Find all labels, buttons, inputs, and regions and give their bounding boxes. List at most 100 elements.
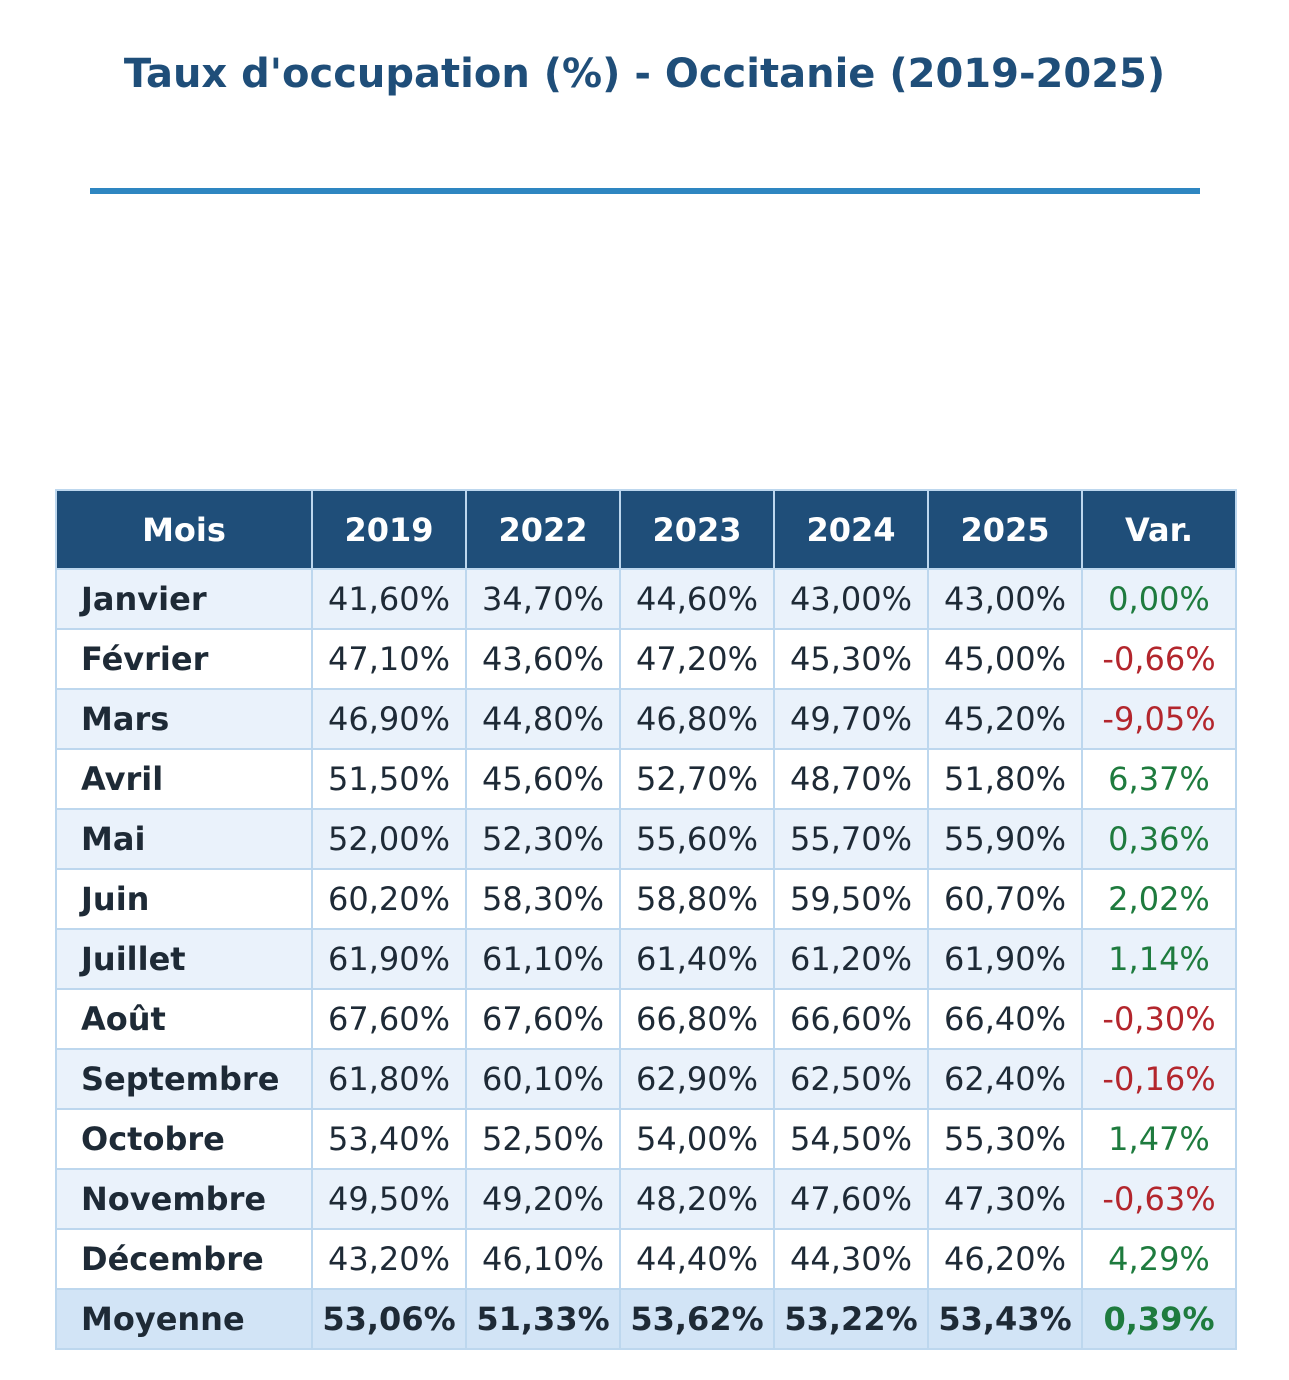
value-cell: 44,80%	[465, 688, 621, 750]
variation-cell: 0,39%	[1081, 1288, 1237, 1350]
occupancy-table: Mois 2019 2022 2023 2024 2025 Var. Janvi…	[55, 489, 1237, 1350]
value-cell: 47,20%	[619, 628, 775, 690]
value-cell: 48,20%	[619, 1168, 775, 1230]
table-row: Octobre 53,40% 52,50% 54,00% 54,50% 55,30% 1,4…	[55, 1108, 1237, 1170]
value-cell: 66,40%	[927, 988, 1083, 1050]
month-cell: Mai	[55, 808, 313, 870]
value-cell: 46,80%	[619, 688, 775, 750]
value-cell: 47,60%	[773, 1168, 929, 1230]
variation-cell: 1,14%	[1081, 928, 1237, 990]
value-cell: 53,40%	[311, 1108, 467, 1170]
value-cell: 66,60%	[773, 988, 929, 1050]
month-cell: Avril	[55, 748, 313, 810]
value-cell: 61,40%	[619, 928, 775, 990]
value-cell: 61,90%	[927, 928, 1083, 990]
variation-cell: 0,00%	[1081, 568, 1237, 630]
value-cell: 60,20%	[311, 868, 467, 930]
value-cell: 62,90%	[619, 1048, 775, 1110]
month-cell: Décembre	[55, 1228, 313, 1290]
value-cell: 44,30%	[773, 1228, 929, 1290]
value-cell: 45,20%	[927, 688, 1083, 750]
table-row: Mai 52,00% 52,30% 55,60% 55,70% 55,90% 0,36%	[55, 808, 1237, 870]
table-row: Mars 46,90% 44,80% 46,80% 49,70% 45,20% -9,05%	[55, 688, 1237, 750]
value-cell: 48,70%	[773, 748, 929, 810]
table-row: Avril 51,50% 45,60% 52,70% 48,70% 51,80% 6,37%	[55, 748, 1237, 810]
value-cell: 43,60%	[465, 628, 621, 690]
value-cell: 58,30%	[465, 868, 621, 930]
variation-cell: 0,36%	[1081, 808, 1237, 870]
chart-title: Taux d'occupation (%) - Occitanie (2019-…	[123, 51, 1166, 97]
value-cell: 66,80%	[619, 988, 775, 1050]
value-cell: 62,50%	[773, 1048, 929, 1110]
value-cell: 55,30%	[927, 1108, 1083, 1170]
value-cell: 55,60%	[619, 808, 775, 870]
value-cell: 53,06%	[311, 1288, 467, 1350]
variation-cell: 6,37%	[1081, 748, 1237, 810]
table-row: Septembre 61,80% 60,10% 62,90% 62,50% 62,40% -…	[55, 1048, 1237, 1110]
value-cell: 45,30%	[773, 628, 929, 690]
table-row: Février 47,10% 43,60% 47,20% 45,30% 45,00% -0,…	[55, 628, 1237, 690]
value-cell: 61,20%	[773, 928, 929, 990]
value-cell: 49,20%	[465, 1168, 621, 1230]
value-cell: 46,20%	[927, 1228, 1083, 1290]
value-cell: 60,70%	[927, 868, 1083, 930]
value-cell: 46,10%	[465, 1228, 621, 1290]
column-header: Mois	[55, 489, 313, 570]
value-cell: 53,62%	[619, 1288, 775, 1350]
value-cell: 67,60%	[465, 988, 621, 1050]
value-cell: 47,10%	[311, 628, 467, 690]
value-cell: 60,10%	[465, 1048, 621, 1110]
value-cell: 53,43%	[927, 1288, 1083, 1350]
value-cell: 59,50%	[773, 868, 929, 930]
value-cell: 55,70%	[773, 808, 929, 870]
month-cell: Janvier	[55, 568, 313, 630]
month-cell: Février	[55, 628, 313, 690]
value-cell: 49,50%	[311, 1168, 467, 1230]
value-cell: 62,40%	[927, 1048, 1083, 1110]
month-cell: Août	[55, 988, 313, 1050]
table-row: Juillet 61,90% 61,10% 61,40% 61,20% 61,90% 1,1…	[55, 928, 1237, 990]
value-cell: 52,50%	[465, 1108, 621, 1170]
value-cell: 58,80%	[619, 868, 775, 930]
value-cell: 55,90%	[927, 808, 1083, 870]
month-cell: Mars	[55, 688, 313, 750]
value-cell: 43,00%	[773, 568, 929, 630]
month-cell: Octobre	[55, 1108, 313, 1170]
variation-cell: 2,02%	[1081, 868, 1237, 930]
variation-cell: -0,16%	[1081, 1048, 1237, 1110]
column-header: 2025	[927, 489, 1083, 570]
month-cell: Septembre	[55, 1048, 313, 1110]
value-cell: 52,30%	[465, 808, 621, 870]
variation-cell: 1,47%	[1081, 1108, 1237, 1170]
value-cell: 51,33%	[465, 1288, 621, 1350]
header-row: Mois 2019 2022 2023 2024 2025 Var.	[55, 489, 1237, 570]
value-cell: 49,70%	[773, 688, 929, 750]
variation-cell: -0,66%	[1081, 628, 1237, 690]
value-cell: 34,70%	[465, 568, 621, 630]
value-cell: 54,00%	[619, 1108, 775, 1170]
table-row: Janvier 41,60% 34,70% 44,60% 43,00% 43,00% 0,0…	[55, 568, 1237, 630]
column-header: 2019	[311, 489, 467, 570]
value-cell: 61,80%	[311, 1048, 467, 1110]
value-cell: 67,60%	[311, 988, 467, 1050]
value-cell: 47,30%	[927, 1168, 1083, 1230]
average-row: Moyenne 53,06% 51,33% 53,62% 53,22% 53,43% 0,3…	[55, 1288, 1237, 1350]
column-header: 2023	[619, 489, 775, 570]
value-cell: 44,40%	[619, 1228, 775, 1290]
value-cell: 54,50%	[773, 1108, 929, 1170]
month-cell: Moyenne	[55, 1288, 313, 1350]
value-cell: 53,22%	[773, 1288, 929, 1350]
column-header: 2022	[465, 489, 621, 570]
table-row: Décembre 43,20% 46,10% 44,40% 44,30% 46,20% 4,…	[55, 1228, 1237, 1290]
value-cell: 41,60%	[311, 568, 467, 630]
value-cell: 45,00%	[927, 628, 1083, 690]
value-cell: 61,10%	[465, 928, 621, 990]
value-cell: 52,00%	[311, 808, 467, 870]
value-cell: 61,90%	[311, 928, 467, 990]
value-cell: 52,70%	[619, 748, 775, 810]
month-cell: Juillet	[55, 928, 313, 990]
table-row: Novembre 49,50% 49,20% 48,20% 47,60% 47,30% -0…	[55, 1168, 1237, 1230]
month-cell: Novembre	[55, 1168, 313, 1230]
variation-cell: -9,05%	[1081, 688, 1237, 750]
variation-cell: -0,30%	[1081, 988, 1237, 1050]
